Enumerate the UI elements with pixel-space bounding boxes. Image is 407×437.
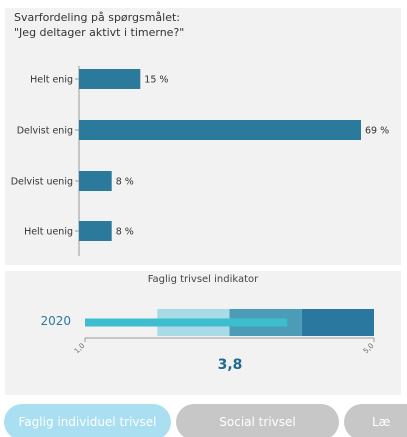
- indicator-panel: Faglig trivsel indikator 2020 1,0 5,0 3,8: [5, 271, 401, 395]
- bar: [79, 69, 141, 89]
- bar-value-label: 69 %: [365, 126, 389, 137]
- tab-bar: Faglig individuel trivsel Social trivsel…: [0, 402, 407, 437]
- bar: [79, 221, 112, 241]
- chart-title-line-1: Svarfordeling på spørgsmålet:: [14, 11, 181, 24]
- tab-third[interactable]: Læ: [344, 404, 407, 437]
- bar-value-label: 8 %: [116, 177, 134, 188]
- chart-title: Svarfordeling på spørgsmålet: "Jeg delta…: [14, 10, 394, 40]
- chart-title-line-2: "Jeg deltager aktivt i timerne?": [14, 26, 185, 39]
- indicator-bullet-chart: 1,0 5,0: [73, 309, 376, 356]
- bar: [79, 120, 361, 140]
- bar: [79, 171, 112, 191]
- indicator-year-label: 2020: [40, 314, 71, 328]
- category-label: Delvist enig: [17, 126, 73, 137]
- bar-value-label: 8 %: [116, 227, 134, 238]
- indicator-band: [301, 309, 374, 336]
- indicator-title: Faglig trivsel indikator: [147, 274, 259, 285]
- category-label: Helt enig: [30, 75, 73, 86]
- bar-value-label: 15 %: [144, 75, 168, 86]
- indicator-tick-label: 1,0: [73, 342, 87, 356]
- tab-social-trivsel[interactable]: Social trivsel: [176, 404, 339, 437]
- category-label: Helt uenig: [24, 227, 73, 238]
- indicator-value: 3,8: [217, 357, 243, 373]
- tab-faglig-individuel-trivsel[interactable]: Faglig individuel trivsel: [4, 404, 171, 437]
- response-distribution-panel: Svarfordeling på spørgsmålet: "Jeg delta…: [5, 8, 401, 265]
- category-label: Delvist uenig: [11, 177, 73, 188]
- indicator-tick-label: 5,0: [362, 342, 376, 356]
- response-bar-chart: Helt enig 15 % Delvist enig 69 % Delvist uen…: [11, 66, 389, 256]
- indicator-value-bar: [85, 318, 288, 327]
